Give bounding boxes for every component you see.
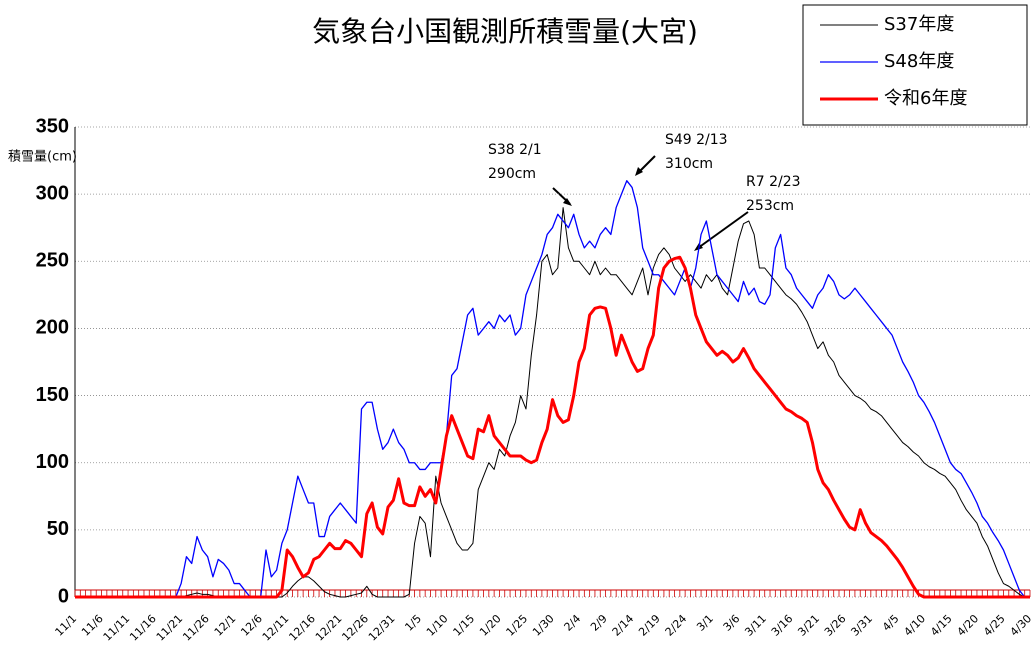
x-tick-label: 2/14 xyxy=(610,612,637,639)
x-tick-label: 4/30 xyxy=(1008,612,1034,639)
y-tick-label: 350 xyxy=(36,115,69,137)
x-tick-label: 1/10 xyxy=(424,612,451,639)
legend-label: S48年度 xyxy=(884,51,954,72)
x-tick-label: 4/10 xyxy=(901,612,928,639)
x-tick-label: 3/31 xyxy=(848,612,875,639)
x-tick-label: 2/19 xyxy=(636,612,663,639)
y-tick-label: 250 xyxy=(36,250,69,272)
x-tick-label: 3/16 xyxy=(769,612,796,639)
annotation: 290cm xyxy=(488,166,536,182)
x-tick-label: 12/16 xyxy=(286,612,318,644)
x-tick-label: 11/21 xyxy=(154,612,186,644)
x-tick-label: 11/1 xyxy=(53,612,80,639)
annotation: 253cm xyxy=(746,198,794,214)
x-tick-label: 1/25 xyxy=(504,612,531,639)
x-tick-label: 4/15 xyxy=(928,612,955,639)
x-tick-label: 1/15 xyxy=(450,612,477,639)
annotation: S38 2/1 xyxy=(488,142,542,158)
y-tick-label: 300 xyxy=(36,182,69,204)
y-tick-label: 150 xyxy=(36,384,69,406)
x-tick-label: 12/1 xyxy=(212,612,239,639)
x-tick-label: 3/11 xyxy=(742,612,769,639)
x-tick-label: 1/5 xyxy=(402,612,424,634)
x-tick-label: 3/1 xyxy=(694,612,716,634)
y-axis-label: 積雪量(cm) xyxy=(8,150,77,165)
chart-title: 気象台小国観測所積雪量(大宮) xyxy=(312,15,698,48)
annotation: S49 2/13 xyxy=(665,132,728,148)
x-tick-label: 12/26 xyxy=(339,612,371,644)
y-tick-label: 0 xyxy=(58,585,69,607)
x-tick-label: 11/11 xyxy=(101,612,133,644)
x-tick-label: 12/31 xyxy=(366,612,398,644)
legend-label: S37年度 xyxy=(884,14,954,35)
annotation: R7 2/23 xyxy=(746,174,801,190)
x-tick-label: 4/25 xyxy=(981,612,1008,639)
y-tick-label: 100 xyxy=(36,451,69,473)
x-tick-label: 2/24 xyxy=(663,612,690,639)
x-tick-label: 11/16 xyxy=(127,612,159,644)
arrow-head xyxy=(563,198,572,206)
series-line xyxy=(75,255,1030,599)
x-tick-label: 3/26 xyxy=(822,612,849,639)
x-tick-label: 4/20 xyxy=(955,612,982,639)
x-tick-label: 2/4 xyxy=(562,612,584,634)
arrow-head xyxy=(635,167,643,176)
x-tick-label: 12/11 xyxy=(260,612,292,644)
x-tick-label: 11/26 xyxy=(180,612,212,644)
x-tick-label: 4/5 xyxy=(880,612,902,634)
x-tick-label: 3/6 xyxy=(721,612,743,634)
annotation: 310cm xyxy=(665,156,713,172)
x-tick-label: 1/30 xyxy=(530,612,557,639)
x-tick-label: 12/21 xyxy=(313,612,345,644)
legend-label: 令和6年度 xyxy=(884,88,967,109)
y-tick-label: 50 xyxy=(47,518,69,540)
y-tick-label: 200 xyxy=(36,317,69,339)
arrow xyxy=(697,211,749,249)
series-line xyxy=(75,180,1030,598)
x-tick-label: 1/20 xyxy=(477,612,504,639)
x-tick-label: 3/21 xyxy=(795,612,822,639)
x-tick-label: 2/9 xyxy=(588,612,610,634)
